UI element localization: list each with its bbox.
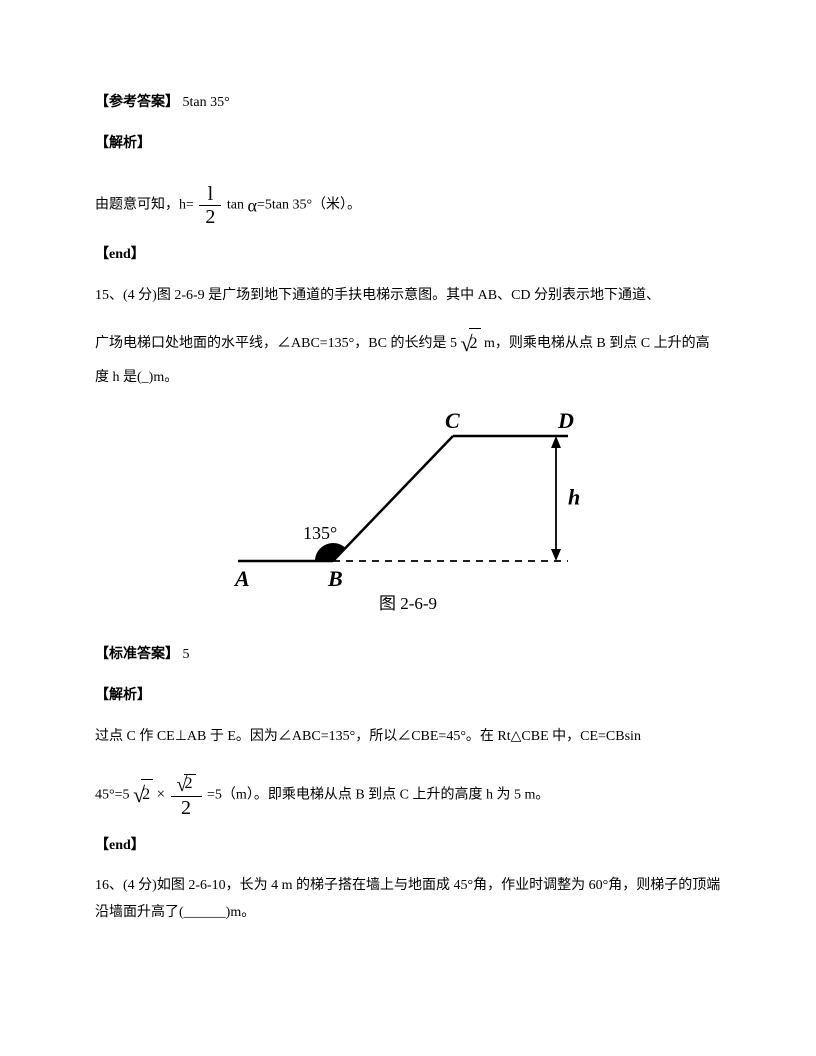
svg-text:B: B [327, 566, 343, 591]
frac-num: l [199, 183, 221, 206]
answer-line-1: 【参考答案】 5tan 35° [95, 90, 721, 117]
svg-text:C: C [445, 408, 460, 433]
analysis-body-1: 由题意可知，h= l 2 tan α=5tan 35°（米）。 [95, 183, 721, 228]
sqrt-arg-sol: 2 [141, 779, 153, 810]
sqrt-arg: 2 [469, 328, 481, 359]
svg-text:图 2-6-9: 图 2-6-9 [379, 594, 437, 613]
end-label-2: 【end】 [95, 833, 721, 860]
frac-num-sqrt-arg: 2 [184, 774, 196, 793]
alpha-symbol: α [248, 196, 257, 216]
analysis-suffix-a: tan [227, 198, 248, 213]
fraction-l-over-2: l 2 [199, 183, 221, 228]
q15-line2: 广场电梯口处地面的水平线，∠ABC=135°，BC 的长约是 5 √2 m，则乘… [95, 323, 721, 391]
times-symbol: × [157, 787, 165, 803]
svg-text:D: D [557, 408, 574, 433]
answer-label-2: 【标准答案】 [95, 647, 179, 662]
frac-den: 2 [199, 206, 221, 228]
analysis-label-2: 【解析】 [95, 683, 721, 710]
fraction-sqrt2-over-2: √2 2 [171, 772, 202, 818]
svg-text:A: A [233, 566, 250, 591]
q16-text: 16、(4 分)如图 2-6-10，长为 4 m 的梯子搭在墙上与地面成 45°… [95, 873, 721, 926]
sqrt-2-inline: √2 [460, 323, 480, 365]
svg-text:h: h [568, 484, 580, 509]
frac-den-2: 2 [171, 797, 202, 819]
answer-label-1: 【参考答案】 [95, 95, 179, 110]
sol-2b: =5（m）。即乘电梯从点 B 到点 C 上升的高度 h 为 5 m。 [207, 788, 549, 803]
diagram-svg: A B C Dh 135° 图 2-6-9 [208, 406, 608, 616]
q15-solution-line1: 过点 C 作 CE⊥AB 于 E。因为∠ABC=135°，所以∠CBE=45°。… [95, 724, 721, 751]
answer-value-1: 5tan 35° [179, 95, 230, 110]
q15-line2-a: 广场电梯口处地面的水平线，∠ABC=135°，BC 的长约是 5 [95, 337, 457, 352]
answer-value-2: 5 [179, 647, 190, 662]
q15-line1: 15、(4 分)图 2-6-9 是广场到地下通道的手扶电梯示意图。其中 AB、C… [95, 283, 721, 310]
svg-text:135°: 135° [303, 523, 337, 543]
diagram-2-6-9: A B C Dh 135° 图 2-6-9 [95, 406, 721, 627]
q15-solution-line2: 45°=5 √2 × √2 2 =5（m）。即乘电梯从点 B 到点 C 上升的高… [95, 772, 721, 818]
answer-line-2: 【标准答案】 5 [95, 642, 721, 669]
sqrt-2-sol: √2 [133, 774, 153, 816]
sol-2a: 45°=5 [95, 788, 130, 803]
analysis-suffix-b: =5tan 35°（米）。 [257, 198, 361, 213]
analysis-prefix-1: 由题意可知，h= [95, 198, 194, 213]
analysis-label-1: 【解析】 [95, 131, 721, 158]
end-label-1: 【end】 [95, 242, 721, 269]
frac-num-sqrt: √2 [171, 772, 202, 796]
